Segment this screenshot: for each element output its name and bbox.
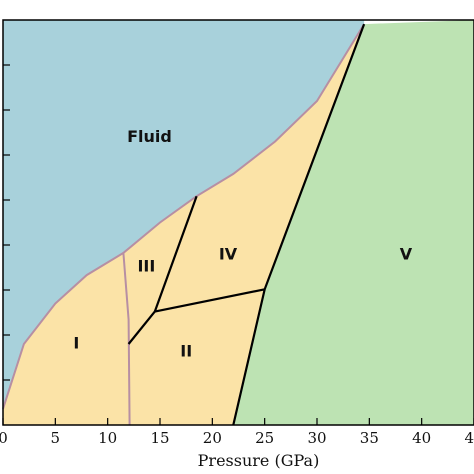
x-tick-label: 0	[0, 429, 8, 447]
region-label-fluid: Fluid	[127, 127, 172, 146]
x-tick-label: 10	[98, 429, 117, 447]
y-axis	[3, 64, 10, 381]
melting-curve	[2, 23, 365, 410]
boundary-ii-iv-v	[232, 23, 366, 426]
boundary-iii-ii	[127, 310, 156, 345]
solid-region	[3, 24, 365, 425]
phase-boundaries	[122, 23, 366, 426]
x-tick-label: 25	[255, 429, 274, 447]
x-tick-label: 20	[203, 429, 222, 447]
phase-v-region	[233, 20, 474, 425]
region-label-v: V	[400, 244, 413, 263]
boundary-iv-ii	[154, 288, 265, 313]
region-label-iii: III	[137, 257, 155, 276]
x-tick-label: 35	[360, 429, 379, 447]
x-tick-label: 5	[51, 429, 61, 447]
x-tick-label: 45	[464, 429, 474, 447]
fluid-region	[3, 20, 365, 409]
x-axis-label: Pressure (GPa)	[198, 451, 320, 470]
x-tick-label: 40	[412, 429, 431, 447]
boundary-iii-iv	[153, 195, 198, 312]
x-axis: 0 5 10 15 20 25 30 35 40 45	[0, 418, 474, 447]
region-label-iv: IV	[219, 244, 238, 263]
region-label-ii: II	[180, 342, 192, 361]
x-tick-label: 30	[307, 429, 326, 447]
plot-frame	[2, 19, 474, 426]
region-label-i: I	[73, 334, 79, 353]
boundary-i-iii	[122, 252, 131, 426]
x-tick-label: 15	[150, 429, 169, 447]
